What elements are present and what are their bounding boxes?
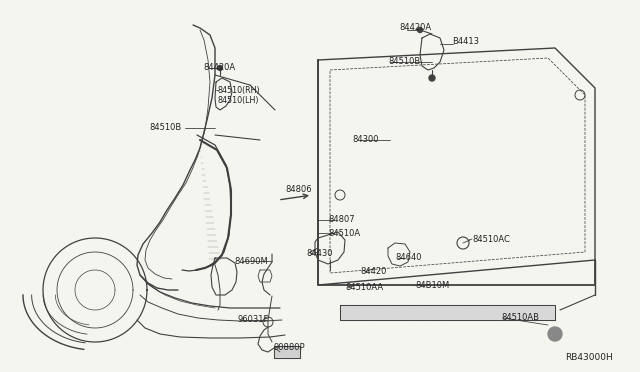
Text: 90880P: 90880P (273, 343, 305, 353)
Text: 84300: 84300 (352, 135, 378, 144)
Text: 84510B: 84510B (388, 58, 420, 67)
Circle shape (429, 75, 435, 81)
Text: 84510AA: 84510AA (345, 283, 383, 292)
Text: 84430: 84430 (306, 250, 333, 259)
Text: 84B10M: 84B10M (415, 280, 449, 289)
Text: 84510(LH): 84510(LH) (218, 96, 259, 106)
Polygon shape (340, 305, 555, 320)
Text: 84640: 84640 (395, 253, 422, 263)
Text: 84807: 84807 (328, 215, 355, 224)
Circle shape (218, 65, 223, 71)
Text: 84510B: 84510B (150, 124, 182, 132)
Text: 84690M: 84690M (234, 257, 268, 266)
Text: 84420A: 84420A (399, 23, 431, 32)
Text: 84510AC: 84510AC (472, 234, 510, 244)
Text: 96031F: 96031F (238, 315, 269, 324)
Text: 84806: 84806 (285, 186, 312, 195)
Text: 84420: 84420 (360, 267, 387, 276)
Text: 84510A: 84510A (328, 228, 360, 237)
Text: 84510(RH): 84510(RH) (218, 86, 260, 94)
Polygon shape (274, 346, 300, 358)
Text: RB43000H: RB43000H (565, 353, 612, 362)
Circle shape (417, 28, 422, 32)
Circle shape (548, 327, 562, 341)
Text: B4413: B4413 (452, 38, 479, 46)
Text: 84420A: 84420A (203, 64, 235, 73)
Text: 84510AB: 84510AB (501, 314, 539, 323)
